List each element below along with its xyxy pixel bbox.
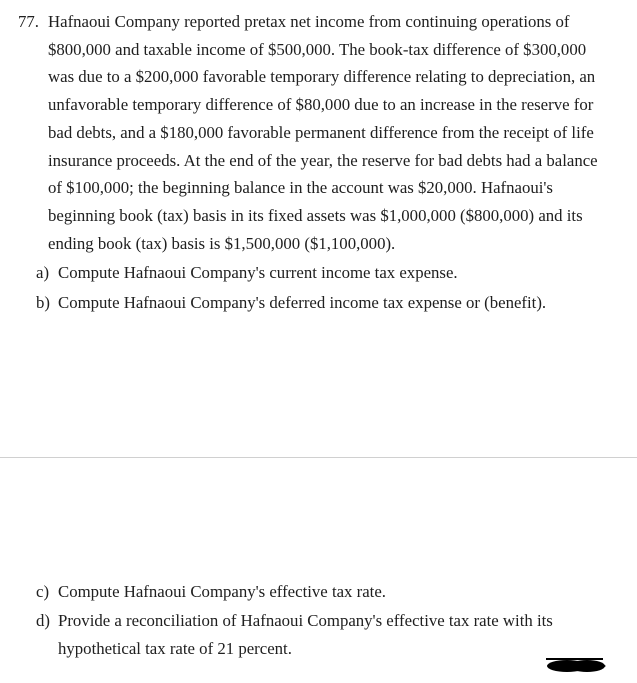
spacer-above-divider xyxy=(0,337,637,457)
part-letter: c) xyxy=(36,578,58,606)
part-d: d) Provide a reconciliation of Hafnaoui … xyxy=(36,607,609,662)
part-text: Provide a reconciliation of Hafnaoui Com… xyxy=(58,607,609,662)
part-text: Compute Hafnaoui Company's effective tax… xyxy=(58,578,609,606)
question-block: 77. Hafnaoui Company reported pretax net… xyxy=(18,8,609,257)
redaction-scribble-icon xyxy=(545,655,607,673)
part-letter: b) xyxy=(36,289,58,317)
question-number: 77. xyxy=(18,8,48,257)
page-container: 77. Hafnaoui Company reported pretax net… xyxy=(0,0,637,337)
part-text: Compute Hafnaoui Company's current incom… xyxy=(58,259,609,287)
part-c: c) Compute Hafnaoui Company's effective … xyxy=(36,578,609,606)
part-letter: d) xyxy=(36,607,58,662)
page-container-lower: c) Compute Hafnaoui Company's effective … xyxy=(0,568,637,683)
parts-list-top: a) Compute Hafnaoui Company's current in… xyxy=(18,259,609,316)
parts-list-bottom: c) Compute Hafnaoui Company's effective … xyxy=(18,578,609,663)
part-a: a) Compute Hafnaoui Company's current in… xyxy=(36,259,609,287)
part-b: b) Compute Hafnaoui Company's deferred i… xyxy=(36,289,609,317)
spacer-below-divider xyxy=(0,458,637,568)
question-stem: Hafnaoui Company reported pretax net inc… xyxy=(48,8,609,257)
part-text: Compute Hafnaoui Company's deferred inco… xyxy=(58,289,609,317)
part-letter: a) xyxy=(36,259,58,287)
